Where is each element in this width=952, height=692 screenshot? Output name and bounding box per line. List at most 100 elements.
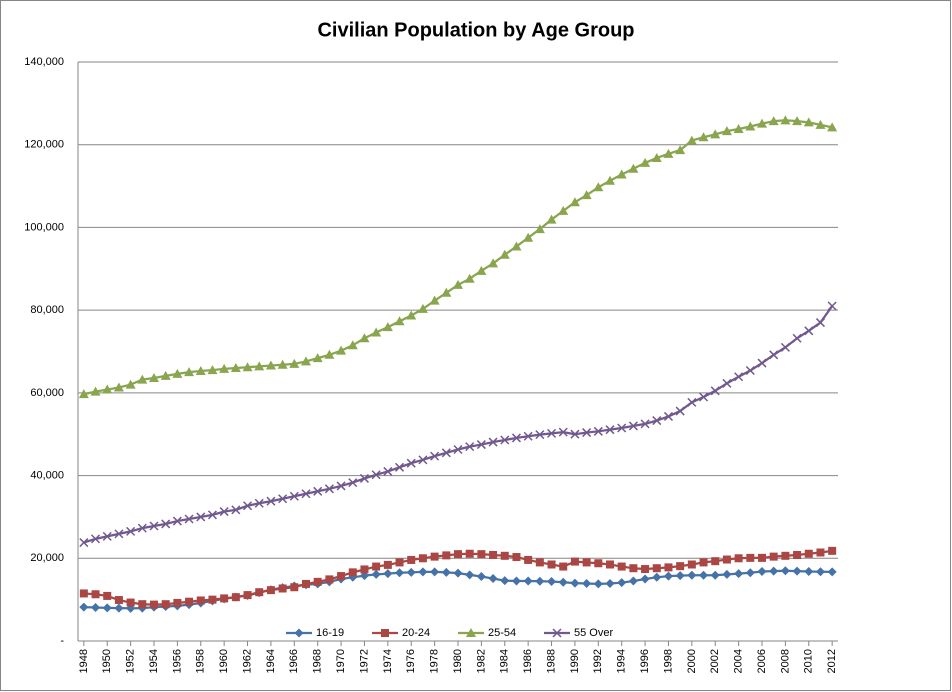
data-point xyxy=(593,426,603,436)
data-point xyxy=(488,574,498,584)
x-tick-label: 1950 xyxy=(101,649,113,673)
data-point xyxy=(663,411,673,421)
data-point xyxy=(733,123,744,133)
data-point xyxy=(407,555,416,564)
data-point xyxy=(511,576,521,586)
data-point xyxy=(793,550,802,559)
data-point xyxy=(499,249,510,259)
data-point xyxy=(757,567,767,577)
data-point xyxy=(722,569,732,579)
data-point xyxy=(441,567,451,577)
data-point xyxy=(161,519,171,529)
data-point xyxy=(172,368,183,378)
data-point xyxy=(453,444,463,455)
x-tick-label: 2004 xyxy=(733,649,745,673)
data-point xyxy=(534,224,545,234)
data-point xyxy=(102,531,112,541)
data-point xyxy=(418,567,428,577)
data-point xyxy=(792,116,803,126)
data-point xyxy=(103,591,112,600)
data-point xyxy=(243,501,253,511)
data-point xyxy=(746,553,755,562)
data-point xyxy=(710,570,720,580)
data-point xyxy=(430,552,439,561)
x-tick-label: 1976 xyxy=(405,649,417,673)
data-point xyxy=(524,555,533,564)
data-point xyxy=(758,553,766,562)
data-point xyxy=(815,567,825,577)
data-point xyxy=(348,478,358,488)
data-point xyxy=(394,316,405,326)
data-point xyxy=(406,567,416,577)
data-point xyxy=(500,551,509,560)
data-point xyxy=(231,593,240,602)
data-point xyxy=(476,440,486,450)
data-point xyxy=(605,175,615,185)
legend-label: 25-54 xyxy=(488,627,516,639)
data-point xyxy=(184,367,195,377)
data-point xyxy=(277,359,288,369)
legend-label: 16-19 xyxy=(316,627,344,639)
data-point xyxy=(652,416,662,426)
data-point xyxy=(78,389,89,399)
data-point xyxy=(465,549,474,558)
data-point xyxy=(605,579,615,589)
data-point xyxy=(138,600,147,609)
data-point xyxy=(301,489,311,499)
x-tick-label: 1966 xyxy=(288,649,300,673)
data-point xyxy=(395,462,405,472)
data-point xyxy=(102,603,112,613)
data-point xyxy=(476,265,487,275)
data-point xyxy=(195,365,206,375)
data-point xyxy=(593,182,604,192)
x-tick-label: 1968 xyxy=(312,649,324,673)
data-point xyxy=(523,576,533,586)
y-tick-label: 40,000 xyxy=(30,469,64,481)
data-point xyxy=(570,578,580,588)
data-point xyxy=(804,567,814,577)
data-point xyxy=(605,425,615,435)
data-point xyxy=(359,473,369,483)
data-point xyxy=(254,498,264,508)
data-point xyxy=(172,516,182,526)
data-point xyxy=(113,382,124,392)
y-tick-label: 60,000 xyxy=(30,387,64,399)
data-point xyxy=(652,564,661,573)
data-point xyxy=(301,356,311,366)
data-point xyxy=(640,574,650,584)
data-point xyxy=(511,433,521,443)
x-tick-label: 1970 xyxy=(335,649,347,673)
x-tick-label: 1986 xyxy=(522,649,534,673)
data-point xyxy=(710,386,720,396)
data-point xyxy=(582,579,592,589)
x-tick-label: 2012 xyxy=(826,649,838,673)
data-point xyxy=(371,327,382,337)
data-point xyxy=(266,586,275,595)
data-point xyxy=(511,241,522,251)
data-point xyxy=(640,157,651,167)
data-point xyxy=(453,279,463,289)
data-point xyxy=(675,571,685,581)
data-point xyxy=(523,431,533,441)
data-point xyxy=(745,568,755,578)
data-point xyxy=(628,576,638,586)
data-point xyxy=(395,558,404,567)
data-point xyxy=(126,598,135,607)
data-point xyxy=(383,569,393,579)
data-point xyxy=(207,510,217,520)
data-point xyxy=(547,576,557,586)
data-point xyxy=(102,384,113,394)
data-point xyxy=(546,214,557,224)
data-point xyxy=(359,333,370,343)
x-tick-label: 1948 xyxy=(78,649,90,673)
data-point xyxy=(804,326,814,336)
data-point xyxy=(769,566,779,576)
data-point xyxy=(616,169,627,179)
data-point xyxy=(769,350,779,360)
data-point xyxy=(360,565,369,574)
x-tick-label: 2000 xyxy=(686,649,698,673)
data-point xyxy=(114,529,124,539)
data-point xyxy=(372,562,381,571)
